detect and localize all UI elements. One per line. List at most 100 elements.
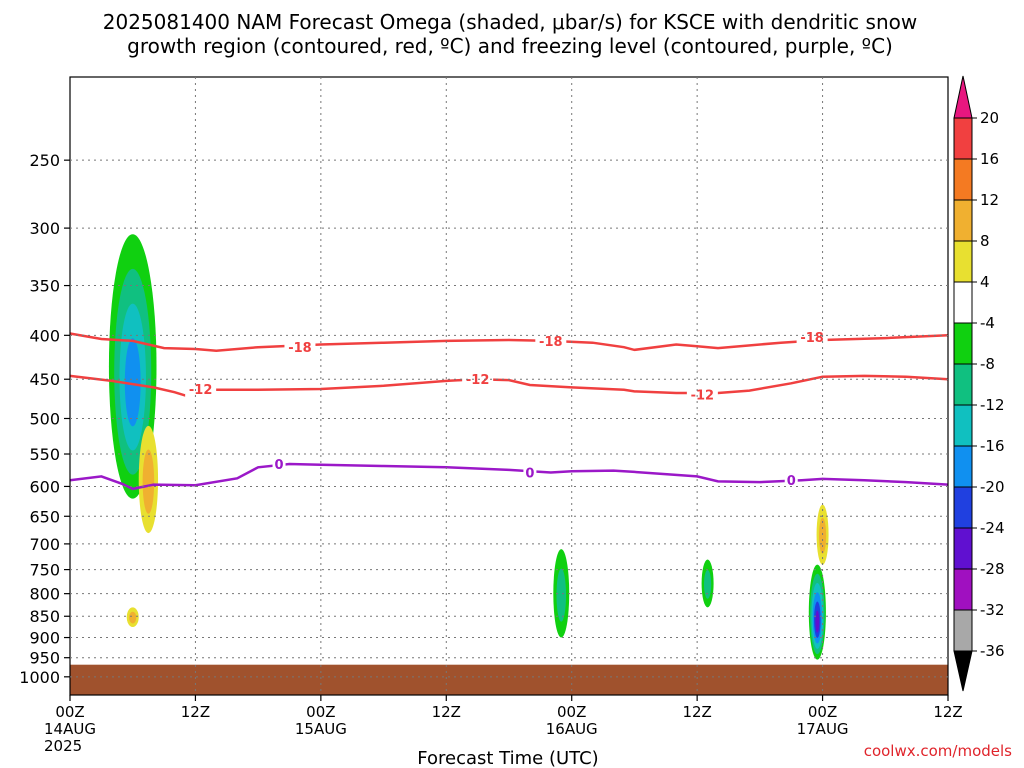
colorbar-label-2: 12	[980, 191, 999, 209]
y-tick-label-750: 750	[29, 561, 60, 580]
contour-label-0-1: -18	[539, 335, 563, 350]
contour-line-minus18	[69, 332, 949, 353]
omega-feature-0-level-3	[124, 338, 141, 427]
colorbar-segment-5	[953, 281, 973, 324]
colorbar-segment-11	[953, 527, 973, 570]
x-tick-label-0-0: 00Z	[55, 703, 84, 721]
omega-feature-3-level-1	[556, 568, 567, 622]
contour-label-2-2: 0	[787, 474, 796, 489]
title-line-2: growth region (contoured, red, ºC) and f…	[127, 34, 893, 58]
colorbar-segment-1	[953, 117, 973, 160]
y-tick-label-450: 450	[29, 370, 60, 389]
colorbar-top-arrow	[953, 75, 973, 119]
x-tick-label-24-1: 15AUG	[295, 720, 347, 738]
colorbar-label-3: 8	[980, 232, 990, 250]
colorbar-label-7: -12	[980, 396, 1005, 414]
y-tick-label-350: 350	[29, 277, 60, 296]
contour-line-minus12	[69, 374, 949, 397]
y-tick-label-900: 900	[29, 629, 60, 648]
omega-feature-4-level-1	[703, 570, 712, 599]
plot-background	[70, 77, 948, 695]
x-tick-label-84-0: 12Z	[933, 703, 962, 721]
colorbar-segment-8	[953, 404, 973, 447]
y-tick-label-250: 250	[29, 151, 60, 170]
colorbar-label-10: -24	[980, 519, 1005, 537]
colorbar-label-0: 20	[980, 109, 999, 127]
y-tick-label-550: 550	[29, 445, 60, 464]
contour-label-1-2: -12	[691, 389, 715, 404]
y-tick-label-950: 950	[29, 649, 60, 668]
plot-frame	[69, 76, 949, 696]
colorbar-label-13: -36	[980, 642, 1005, 660]
x-tick-label-48-1: 16AUG	[546, 720, 598, 738]
colorbar-label-4: 4	[980, 273, 990, 291]
colorbar-segment-9	[953, 445, 973, 488]
omega-feature-6-level-1	[818, 517, 827, 554]
y-tick-label-650: 650	[29, 507, 60, 526]
x-tick-label-36-0: 12Z	[432, 703, 461, 721]
chart-title: 2025081400 NAM Forecast Omega (shaded, μ…	[103, 10, 917, 58]
colorbar-segment-3	[953, 199, 973, 242]
colorbar-label-5: -4	[980, 314, 995, 332]
colorbar-segment-2	[953, 158, 973, 201]
y-tick-label-1000: 1000	[19, 668, 60, 687]
colorbar-segment-4	[953, 240, 973, 283]
y-tick-label-600: 600	[29, 477, 60, 496]
contour-label-1-1: -12	[466, 373, 490, 388]
y-tick-label-500: 500	[29, 409, 60, 428]
y-tick-label-850: 850	[29, 607, 60, 626]
contour-label-bg	[185, 381, 217, 398]
contour-label-0-2: -18	[800, 331, 824, 346]
colorbar-label-1: 16	[980, 150, 999, 168]
colorbar-segment-6	[953, 322, 973, 365]
colorbar-segment-12	[953, 568, 973, 611]
x-tick-label-24-0: 00Z	[306, 703, 335, 721]
colorbar-segment-10	[953, 486, 973, 529]
contour-label-2-0: 0	[275, 458, 284, 473]
contour-label-0-0: -18	[288, 341, 312, 356]
y-tick-label-400: 400	[29, 326, 60, 345]
colorbar-bottom-arrow	[953, 650, 973, 692]
omega-feature-2-level-1	[129, 611, 137, 624]
contour-label-bg	[796, 329, 828, 346]
x-tick-label-48-0: 00Z	[557, 703, 586, 721]
x-tick-label-12-0: 12Z	[181, 703, 210, 721]
colorbar-label-11: -28	[980, 560, 1005, 578]
contour-label-bg	[284, 339, 316, 356]
omega-feature-1-level-1	[142, 449, 155, 514]
y-tick-label-700: 700	[29, 535, 60, 554]
credit-text: coolwx.com/models	[864, 742, 1012, 760]
y-axis-ticks: 250 300 350 400 450 500 550 600 650 700 750 800 850 9…	[19, 151, 70, 687]
colorbar-segment-7	[953, 363, 973, 406]
contour-label-1-0: -12	[189, 383, 213, 398]
contour-label-bg	[686, 386, 718, 403]
colorbar-label-8: -16	[980, 437, 1005, 455]
contour-label-bg	[523, 464, 537, 481]
x-tick-label-72-0: 00Z	[808, 703, 837, 721]
contour-label-bg	[784, 472, 798, 489]
colorbar-label-9: -20	[980, 478, 1005, 496]
x-tick-label-0-2: 2025	[44, 737, 82, 755]
contour-line-0	[69, 462, 949, 491]
y-tick-label-800: 800	[29, 585, 60, 604]
colorbar-segment-13	[953, 609, 973, 652]
contour-label-bg	[462, 371, 494, 388]
x-tick-label-72-1: 17AUG	[797, 720, 849, 738]
colorbar-label-6: -8	[980, 355, 995, 373]
x-axis-label: Forecast Time (UTC)	[417, 748, 598, 768]
title-line-1: 2025081400 NAM Forecast Omega (shaded, μ…	[103, 10, 917, 34]
contour-label-bg	[272, 456, 286, 473]
y-tick-label-300: 300	[29, 219, 60, 238]
grid-lines	[70, 77, 948, 695]
contour-label-bg	[535, 332, 567, 349]
colorbar-label-12: -32	[980, 601, 1005, 619]
x-tick-label-60-0: 12Z	[682, 703, 711, 721]
x-tick-label-0-1: 14AUG	[44, 720, 96, 738]
plot-area: -18 -18 -18 -12 -12 -12 0 0 0	[69, 76, 949, 696]
colorbar: 20 16 12 8 4 -4 -8 -12 -16 -20 -24 -28 -32 -36	[953, 75, 1005, 692]
contour-label-2-1: 0	[525, 467, 534, 482]
omega-feature-5-level-5	[815, 610, 820, 633]
surface-terrain	[70, 664, 948, 695]
